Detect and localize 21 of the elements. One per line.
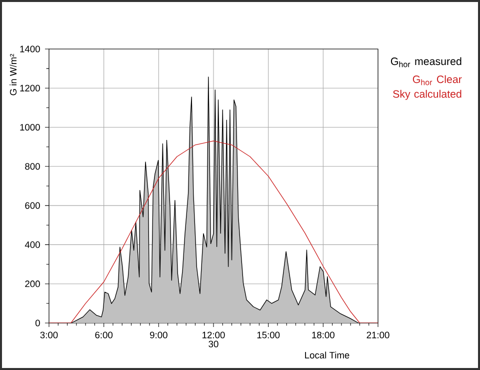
y-axis-title: G in W/m² [10,54,17,96]
text: G$_{hor}$ Clear Sky calculated [393,75,462,100]
x-tick-label: 18:00 [312,332,334,338]
x-tick-label: 12:00 [202,332,225,338]
y-tick-label: 0 [35,320,40,326]
x-tick-label: 6:00 [95,332,113,338]
x-axis-title: Local Time [305,352,350,358]
y-tick-label: 400 [24,241,40,248]
x-tick-label: 21:00 [366,332,390,338]
y-tick-label: 600 [25,202,40,209]
y-tick-label: 1000 [20,124,40,131]
text: 30 [208,340,218,348]
x-tick-label: 9:00 [150,332,168,338]
y-tick-label: 1400 [20,46,40,52]
text: G$_{hor}$ measured [390,57,462,68]
y-tick-label: 200 [25,280,40,288]
x-tick-label: 15:00 [257,332,280,338]
line-series [49,140,378,323]
y-tick-label: 1200 [20,84,40,92]
y-tick-label: 800 [25,163,40,170]
x-tick-label: 3:00 [40,332,58,338]
